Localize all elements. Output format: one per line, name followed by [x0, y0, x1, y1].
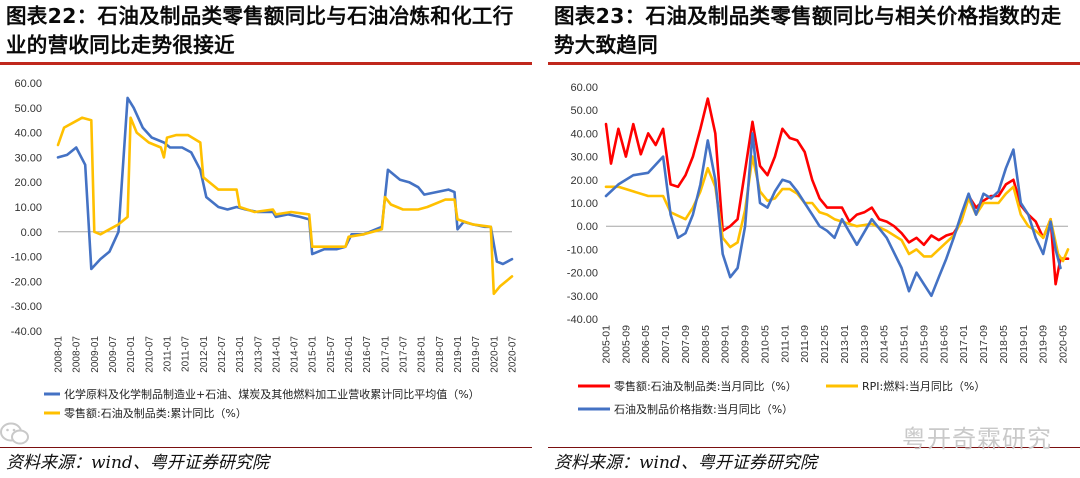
y-tick-label: 50.00	[14, 103, 42, 115]
y-tick-label: -10.00	[567, 244, 598, 256]
x-tick-label: 2019-09	[1038, 325, 1050, 364]
legend-label: 零售额:石油及制品类:累计同比（%）	[64, 406, 247, 420]
x-tick-label: 2015-01	[308, 336, 319, 373]
x-tick-label: 2018-05	[998, 325, 1010, 364]
x-tick-label: 2009-01	[90, 336, 101, 373]
chart-title: 图表22：石油及制品类零售额同比与石油冶炼和化工行业的营收同比走势很接近	[6, 4, 514, 57]
y-tick-label: 30.00	[14, 152, 42, 164]
source-note: 资料来源：wind、粤开证券研究院	[554, 453, 817, 473]
x-tick-label: 2013-07	[253, 336, 264, 373]
source-divider	[0, 447, 532, 449]
y-tick-label: 10.00	[570, 198, 598, 210]
x-tick-label: 2010-01	[126, 336, 137, 373]
y-tick-label: -40.00	[567, 314, 598, 326]
x-tick-label: 2012-01	[199, 336, 210, 373]
x-tick-label: 2020-01	[489, 336, 500, 373]
x-tick-label: 2018-07	[435, 336, 446, 373]
y-tick-label: -30.00	[11, 301, 42, 313]
x-tick-label: 2019-01	[1018, 325, 1030, 364]
wechat-icon	[0, 422, 29, 445]
y-tick-label: 40.00	[14, 128, 42, 140]
y-tick-label: 60.00	[14, 78, 42, 90]
x-tick-label: 2018-01	[417, 336, 428, 373]
x-tick-label: 2007-01	[660, 325, 672, 364]
x-tick-label: 2017-01	[380, 336, 391, 373]
y-tick-label: 0.00	[577, 221, 598, 233]
x-tick-label: 2010-07	[144, 336, 155, 373]
x-tick-label: 2016-05	[938, 325, 950, 364]
y-tick-label: -20.00	[11, 276, 42, 288]
x-tick-label: 2017-01	[958, 325, 970, 364]
y-tick-label: 10.00	[14, 202, 42, 214]
x-tick-label: 2013-09	[859, 325, 871, 364]
x-tick-label: 2011-01	[162, 336, 173, 372]
title-divider	[548, 62, 1080, 65]
x-tick-label: 2014-01	[271, 336, 282, 373]
x-tick-label: 2013-01	[235, 336, 246, 373]
y-tick-label: 40.00	[570, 128, 598, 140]
title-divider	[0, 62, 532, 65]
chart-title: 图表23：石油及制品类零售额同比与相关价格指数的走势大致趋同	[554, 4, 1062, 57]
line-chart-22: 60.00 50.00 40.00 30.00 20.00 10.00 0.00 -10.00…	[11, 78, 519, 420]
x-tick-label: 2017-07	[399, 336, 410, 373]
legend-label: 石油及制品价格指数:当月同比（%）	[614, 402, 793, 416]
x-tick-label: 2014-07	[290, 336, 301, 373]
y-tick-label: 20.00	[570, 175, 598, 187]
x-tick-label: 2011-07	[181, 336, 192, 372]
legend-label: RPI:燃料:当月同比（%）	[862, 379, 985, 393]
watermark: 粤开奇霖研究	[902, 425, 1052, 453]
y-tick-label: 30.00	[570, 152, 598, 164]
x-tick-label: 2015-01	[899, 325, 911, 364]
y-tick-label: 20.00	[14, 177, 42, 189]
x-tick-label: 2014-05	[879, 325, 891, 364]
x-tick-label: 2013-01	[839, 325, 851, 364]
line-chart-23: 60.00 50.00 40.00 30.00 20.00 10.00 0.00 -10.00…	[567, 82, 1070, 416]
y-tick-label: 0.00	[21, 227, 42, 239]
x-tick-label: 2007-09	[680, 325, 692, 364]
source-note: 资料来源：wind、粤开证券研究院	[6, 453, 269, 473]
x-tick-label: 2015-09	[918, 325, 930, 364]
x-tick-label: 2010-05	[759, 325, 771, 364]
x-tick-label: 2006-05	[640, 325, 652, 364]
x-tick-label: 2009-07	[108, 336, 119, 373]
x-tick-label: 2011-01	[779, 325, 791, 363]
source-divider	[548, 447, 1080, 449]
x-tick-label: 2019-01	[453, 336, 464, 373]
x-tick-label: 2012-05	[819, 325, 831, 364]
x-tick-label: 2017-09	[978, 325, 990, 364]
series-line-1	[56, 96, 514, 271]
y-tick-label: 60.00	[570, 82, 598, 94]
legend-label: 零售额:石油及制品类:当月同比（%）	[614, 379, 797, 393]
x-tick-label: 2016-01	[344, 336, 355, 373]
legend-label: 化学原料及化学制品制造业+石油、煤炭及其他燃料加工业营收累计同比平均值（%）	[64, 387, 480, 401]
y-tick-label: 50.00	[570, 105, 598, 117]
x-tick-label: 2005-01	[601, 325, 613, 364]
x-tick-label: 2020-07	[508, 336, 519, 373]
x-tick-label: 2016-07	[362, 336, 373, 373]
x-tick-label: 2009-09	[740, 325, 752, 364]
x-tick-label: 2011-09	[799, 325, 811, 363]
x-tick-label: 2015-07	[326, 336, 337, 373]
series-line-2	[56, 116, 514, 296]
x-tick-label: 2008-01	[54, 336, 65, 373]
x-tick-label: 2012-07	[217, 336, 228, 373]
x-tick-label: 2005-09	[620, 325, 632, 364]
y-tick-label: -10.00	[11, 252, 42, 264]
series-line-3	[604, 132, 1062, 298]
chart-panel-22: 图表22：石油及制品类零售额同比与石油冶炼和化工行业的营收同比走势很接近 60.…	[0, 0, 532, 478]
x-tick-label: 2008-05	[700, 325, 712, 364]
y-tick-label: -40.00	[11, 326, 42, 338]
x-tick-label: 2019-07	[471, 336, 482, 373]
y-tick-label: -20.00	[567, 268, 598, 280]
x-tick-label: 2009-01	[720, 325, 732, 364]
x-tick-label: 2020-05	[1058, 325, 1070, 364]
x-tick-label: 2008-07	[72, 336, 83, 373]
chart-panel-23: 图表23：石油及制品类零售额同比与相关价格指数的走势大致趋同 60.00 50.0…	[548, 0, 1080, 478]
y-tick-label: -30.00	[567, 291, 598, 303]
